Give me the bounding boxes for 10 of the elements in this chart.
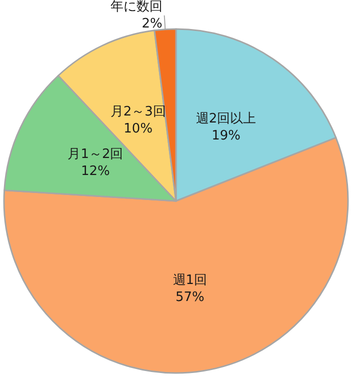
data-label: 12% (81, 164, 110, 180)
slice-label: 月2～3回 (110, 104, 166, 120)
slice-label: 週2回以上 (196, 111, 256, 126)
data-label: 2% (142, 16, 162, 32)
slice-label: 年に数回 (110, 0, 162, 14)
slice-label: 週1回 (172, 272, 208, 288)
data-label: 10% (124, 121, 153, 136)
data-label: 57% (175, 290, 204, 305)
slice-label: 月1～2回 (68, 147, 124, 162)
data-label: 19% (212, 128, 240, 144)
